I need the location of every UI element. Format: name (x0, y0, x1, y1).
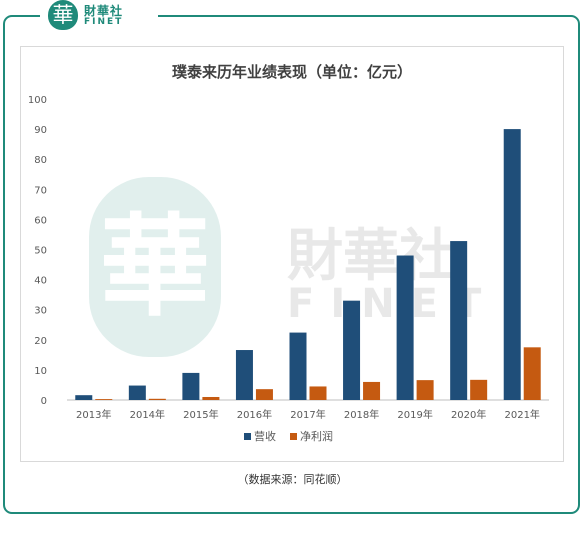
y-tick-label: 60 (34, 215, 47, 226)
chart-title: 璞泰来历年业绩表现（单位：亿元） (172, 63, 412, 81)
article-frame (3, 15, 580, 514)
watermark: 華 財華社 FINET (89, 177, 497, 357)
bar-net-profit-0 (95, 399, 113, 400)
bar-chart: 華 財華社 FINET 璞泰来历年业绩表现（单位：亿元） 0 10 20 30 40 50… (28, 63, 549, 443)
y-tick-label: 30 (34, 306, 47, 317)
y-tick-label: 50 (34, 246, 47, 257)
watermark-seal-text: 華 (100, 203, 210, 331)
brand-name-cn: 財華社 (84, 4, 124, 18)
bar-net-profit-3 (255, 389, 273, 400)
bar-net-profit-2 (202, 396, 220, 400)
bar-net-profit-6 (416, 380, 434, 400)
y-tick-label: 0 (41, 396, 47, 407)
x-tick-label: 2019年 (397, 408, 432, 421)
x-tick-label: 2018年 (344, 408, 379, 421)
legend-swatch-1 (290, 433, 297, 440)
x-tick-label: 2017年 (290, 408, 325, 421)
x-tick-label: 2014年 (130, 408, 165, 421)
bar-revenue-0 (75, 395, 93, 400)
bar-revenue-6 (396, 255, 414, 400)
y-tick-label: 80 (34, 155, 47, 166)
bar-revenue-3 (235, 350, 253, 400)
bar-net-profit-7 (470, 379, 488, 400)
x-tick-label: 2016年 (237, 408, 272, 421)
legend-swatch-0 (244, 433, 251, 440)
bars (75, 129, 541, 400)
bar-net-profit-1 (148, 398, 166, 400)
watermark-name-en: FINET (287, 281, 497, 327)
y-tick-label: 10 (34, 366, 47, 377)
bar-net-profit-4 (309, 386, 327, 400)
source-note: （数据来源：同花顺） (237, 473, 348, 486)
x-axis: 2013年 2014年 2015年 2016年 2017年 2018年 2019年 2020年… (76, 408, 540, 421)
bar-net-profit-5 (363, 381, 381, 400)
y-tick-label: 40 (34, 276, 47, 287)
legend-label-1: 净利润 (300, 429, 333, 443)
y-tick-label: 100 (28, 95, 47, 106)
bar-revenue-1 (128, 385, 146, 400)
legend: 营收 净利润 (244, 429, 333, 443)
y-tick-label: 70 (34, 185, 47, 196)
bar-revenue-2 (182, 372, 200, 400)
y-tick-label: 90 (34, 125, 47, 136)
legend-label-0: 营收 (254, 429, 276, 443)
bar-revenue-7 (450, 241, 468, 400)
y-axis: 0 10 20 30 40 50 60 70 80 90 100 (28, 95, 47, 407)
bar-revenue-8 (503, 129, 521, 400)
bar-net-profit-8 (523, 347, 541, 400)
chart-container: 華 財華社 FINET 璞泰来历年业绩表现（单位：亿元） 0 10 20 30 40 50… (20, 46, 564, 462)
bar-revenue-5 (343, 300, 361, 400)
y-tick-label: 20 (34, 336, 47, 347)
bar-revenue-4 (289, 332, 307, 400)
brand-logo: 華 財華社 FINET (40, 0, 158, 34)
watermark-seal (89, 177, 221, 357)
brand-mark-icon: 華 (48, 0, 78, 30)
x-tick-label: 2020年 (451, 408, 486, 421)
x-tick-label: 2013年 (76, 408, 111, 421)
watermark-name-cn: 財華社 (287, 224, 455, 289)
brand-name-en: FINET (84, 17, 124, 27)
x-tick-label: 2015年 (183, 408, 218, 421)
x-tick-label: 2021年 (504, 408, 539, 421)
